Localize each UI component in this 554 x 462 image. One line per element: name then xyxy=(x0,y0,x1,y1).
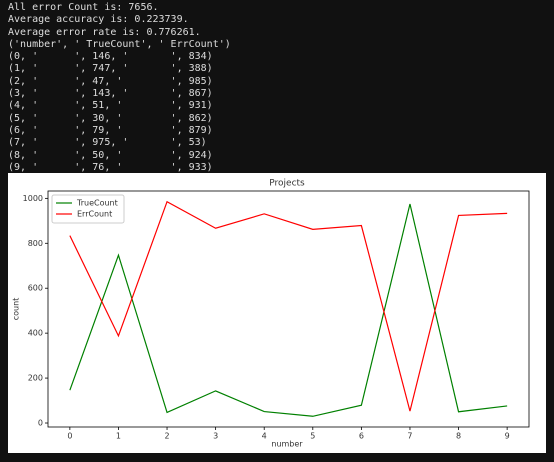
y-tick-label: 200 xyxy=(28,374,43,383)
console-line: (5, ' ', 30, ' ', 862) xyxy=(8,112,213,124)
chart: Projects number count 0 200 400 600 800 1000 0… xyxy=(8,173,546,453)
console-line: (8, ' ', 50, ' ', 924) xyxy=(8,149,213,161)
y-tick-label: 1000 xyxy=(23,194,43,203)
y-tick-label: 0 xyxy=(38,419,43,428)
x-tick-label: 0 xyxy=(67,432,72,441)
legend-label: TrueCount xyxy=(76,199,118,208)
legend-label: ErrCount xyxy=(77,210,112,219)
console-line: ('number', ' TrueCount', ' ErrCount') xyxy=(8,38,231,50)
y-tick-label: 800 xyxy=(28,239,43,248)
series-line xyxy=(69,203,508,417)
console-line: (1, ' ', 747, ' ', 388) xyxy=(8,63,213,75)
x-tick-label: 9 xyxy=(505,432,510,441)
x-axis-label: number xyxy=(271,440,303,449)
console-line: Average accuracy is: 0.223739. xyxy=(8,14,189,26)
console-output: All error Count is: 7656. Average accurac… xyxy=(8,2,231,174)
legend-box xyxy=(51,194,125,224)
console-line: (9, ' ', 76, ' ', 933) xyxy=(8,161,213,173)
console-line: (7, ' ', 975, ' ', 53) xyxy=(8,137,207,149)
x-tick-label: 8 xyxy=(456,432,461,441)
series-line xyxy=(69,200,508,412)
x-tick-label: 2 xyxy=(164,432,169,441)
console-line: (2, ' ', 47, ' ', 985) xyxy=(8,75,213,87)
x-tick-label: 6 xyxy=(359,432,364,441)
console-line: All error Count is: 7656. xyxy=(8,2,159,13)
x-tick-label: 7 xyxy=(407,432,412,441)
console-line: (0, ' ', 146, ' ', 834) xyxy=(8,51,213,63)
x-tick-label: 4 xyxy=(262,432,267,441)
y-tick-label: 400 xyxy=(28,329,43,338)
chart-title: Projects xyxy=(269,179,305,189)
plot-area xyxy=(47,190,530,428)
y-tick-label: 600 xyxy=(28,284,43,293)
console-line: (4, ' ', 51, ' ', 931) xyxy=(8,100,213,112)
x-tick-label: 3 xyxy=(213,432,218,441)
console-line: (3, ' ', 143, ' ', 867) xyxy=(8,88,213,100)
console-line: (6, ' ', 79, ' ', 879) xyxy=(8,124,213,136)
x-tick-label: 1 xyxy=(116,432,121,441)
x-tick-label: 5 xyxy=(310,432,315,441)
y-axis-label: count xyxy=(12,298,21,321)
console-line: Average error rate is: 0.776261. xyxy=(8,26,201,38)
